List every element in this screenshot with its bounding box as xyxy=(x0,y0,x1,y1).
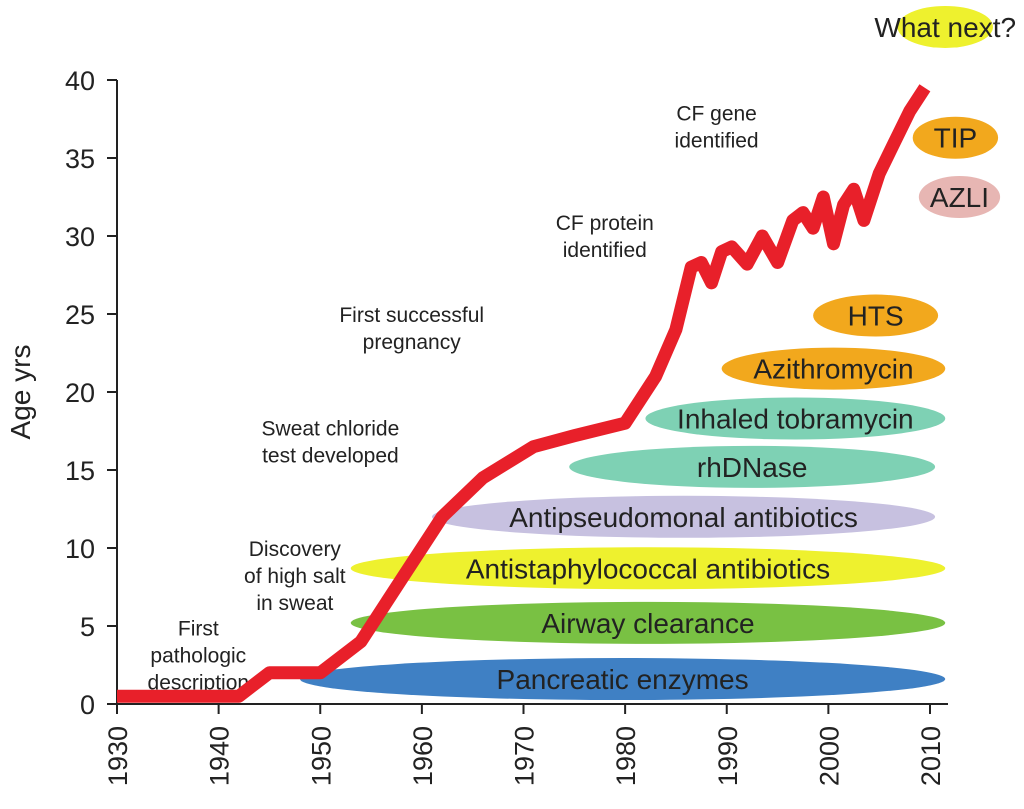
y-tick-label: 35 xyxy=(65,144,95,174)
therapy-pill xyxy=(918,176,1001,218)
y-tick-label: 30 xyxy=(65,222,95,252)
therapy-label: Inhaled tobramycin xyxy=(677,404,914,435)
event-annotation: First pathologic description xyxy=(148,617,250,694)
therapy-pancreatic-enzymes: Pancreatic enzymes xyxy=(299,658,946,701)
therapy-label: HTS xyxy=(848,301,904,332)
therapy-pill xyxy=(645,397,946,440)
therapy-label: What next? xyxy=(874,12,1016,43)
therapy-pill xyxy=(721,347,946,390)
line-layer xyxy=(117,84,931,703)
therapy-label: Antistaphylococcal antibiotics xyxy=(466,553,830,584)
therapy-label: Pancreatic enzymes xyxy=(497,664,749,695)
tick-layer: 0 5 10 15 20 25 30 35 40 1930 1940 1950 1960 1970 1980… xyxy=(65,66,946,786)
therapy-pill xyxy=(350,547,946,590)
therapy-pill xyxy=(432,495,936,538)
x-tick-label: 1950 xyxy=(306,726,336,786)
x-tick-label: 1940 xyxy=(205,726,235,786)
therapy-label: Airway clearance xyxy=(541,608,754,639)
therapy-pill xyxy=(350,601,946,644)
therapy-label: rhDNase xyxy=(697,452,807,483)
x-tick-label: 1990 xyxy=(713,726,743,786)
therapy-rhdnase: rhDNase xyxy=(569,445,936,488)
x-tick-label: 2010 xyxy=(916,726,946,786)
y-tick-label: 10 xyxy=(65,534,95,564)
therapy-layer: Pancreatic enzymes Airway clearance Antist… xyxy=(299,5,1016,701)
therapy-tip: TIP xyxy=(912,116,999,159)
therapy-pill xyxy=(912,116,999,159)
event-annotation: Sweat chloride test developed xyxy=(262,418,400,468)
event-annotation: First successful pregnancy xyxy=(339,304,484,354)
y-axis-title: Age yrs xyxy=(5,345,36,440)
therapy-antistaphylococcal-antibiotics: Antistaphylococcal antibiotics xyxy=(350,547,946,590)
therapy-pill xyxy=(897,5,994,48)
event-annotation: CF gene identified xyxy=(675,103,759,153)
therapy-azithromycin: Azithromycin xyxy=(721,347,946,390)
therapy-pill xyxy=(813,294,939,337)
therapy-azli: AZLI xyxy=(918,176,1001,218)
therapy-hts: HTS xyxy=(813,294,939,337)
therapy-airway-clearance: Airway clearance xyxy=(350,601,946,644)
therapy-pill xyxy=(299,658,946,701)
therapy-what-next: What next? xyxy=(874,5,1016,48)
therapy-antipseudomonal-antibiotics: Antipseudomonal antibiotics xyxy=(432,495,936,538)
survival-line xyxy=(117,84,931,703)
x-tick-label: 1960 xyxy=(408,726,438,786)
y-tick-label: 25 xyxy=(65,300,95,330)
therapy-pill xyxy=(569,445,936,488)
x-tick-label: 2000 xyxy=(814,726,844,786)
therapy-label: AZLI xyxy=(930,182,989,213)
x-tick-label: 1980 xyxy=(611,726,641,786)
event-annotation: CF protein identified xyxy=(556,212,654,262)
therapy-label: Antipseudomonal antibiotics xyxy=(509,502,858,533)
x-tick-label: 1930 xyxy=(103,726,133,786)
y-tick-label: 40 xyxy=(65,66,95,96)
y-tick-label: 0 xyxy=(80,690,95,720)
event-annotation: Discovery of high salt in sweat xyxy=(244,538,346,615)
therapy-label: Azithromycin xyxy=(753,354,913,385)
y-tick-label: 20 xyxy=(65,378,95,408)
y-tick-label: 15 xyxy=(65,456,95,486)
y-tick-label: 5 xyxy=(80,612,95,642)
x-tick-label: 1970 xyxy=(510,726,540,786)
therapy-inhaled-tobramycin: Inhaled tobramycin xyxy=(645,397,946,440)
therapy-label: TIP xyxy=(934,123,978,154)
